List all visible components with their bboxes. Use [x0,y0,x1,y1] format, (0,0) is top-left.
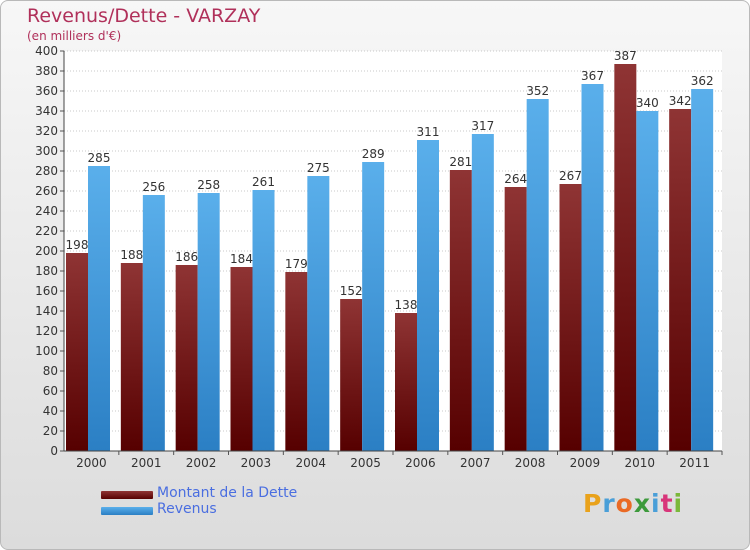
x-tick-label: 2011 [679,456,710,470]
revenus-bar [691,89,714,451]
y-tick-label: 320 [35,124,58,138]
revenus-bar-value-label: 258 [197,178,220,192]
legend-label-dette: Montant de la Dette [157,485,298,501]
dette-bar [449,170,472,451]
chart-subtitle: (en milliers d'€) [27,29,122,43]
dette-bar-value-label: 281 [449,155,472,169]
logo-letter: t [660,489,674,518]
dette-bar-value-label: 387 [614,49,637,63]
revenus-bar [581,84,604,451]
revenus-bar-value-label: 340 [636,96,659,110]
revenus-bar-value-label: 317 [471,119,494,133]
y-tick-label: 220 [35,224,58,238]
logo-letter: x [633,489,651,518]
y-tick-label: 240 [35,204,58,218]
dette-bar-value-label: 342 [669,94,692,108]
dette-bar-value-label: 267 [559,169,582,183]
revenus-bar-value-label: 256 [142,180,165,194]
y-tick-label: 180 [35,264,58,278]
dette-bar [285,272,308,451]
y-tick-label: 100 [35,344,58,358]
x-tick-label: 2000 [76,456,107,470]
y-tick-label: 0 [50,444,58,458]
proxiti-logo: Proxiti [583,489,683,518]
revenus-bar-value-label: 367 [581,69,604,83]
logo-letter: i [651,489,661,518]
logo-letter: o [615,489,634,518]
dette-bar [120,263,143,451]
plot-area [64,51,722,451]
dette-bar [559,184,582,451]
dette-bar [614,64,637,451]
dette-bar [175,265,198,451]
y-tick-label: 380 [35,64,58,78]
y-tick-label: 60 [43,384,58,398]
y-tick-label: 260 [35,184,58,198]
dette-bar-value-label: 264 [504,172,527,186]
dette-bar-value-label: 186 [175,250,198,264]
y-tick-label: 20 [43,424,58,438]
dette-bar [340,299,363,451]
revenus-bar [307,176,330,451]
dette-bar [66,253,88,451]
revenus-bar [526,99,549,451]
x-tick-label: 2008 [515,456,546,470]
dette-bar [669,109,692,451]
dette-bar [504,187,527,451]
dette-bar-value-label: 198 [66,238,89,252]
y-tick-label: 140 [35,304,58,318]
dette-bar-value-label: 138 [395,298,418,312]
revenus-bar-value-label: 285 [88,151,111,165]
y-tick-label: 340 [35,104,58,118]
y-tick-label: 400 [35,44,58,58]
revenus-bar [471,134,494,451]
revenus-bar-value-label: 289 [362,147,385,161]
y-tick-label: 200 [35,244,58,258]
y-tick-label: 300 [35,144,58,158]
legend-swatch-dette [101,491,153,499]
x-tick-label: 2010 [624,456,655,470]
legend-swatch-revenus [101,507,153,515]
revenus-bar [142,195,165,451]
dette-bar-value-label: 184 [230,252,253,266]
legend-label-revenus: Revenus [157,501,217,517]
revenus-bar [636,111,659,451]
x-tick-label: 2003 [241,456,272,470]
x-tick-label: 2001 [131,456,162,470]
revenus-bar-value-label: 311 [417,125,440,139]
revenus-bar [88,166,110,451]
dette-bar-value-label: 188 [120,248,143,262]
y-tick-label: 280 [35,164,58,178]
logo-letter: P [583,489,603,518]
revenus-bar [252,190,275,451]
x-tick-label: 2007 [460,456,491,470]
dette-bar [395,313,417,451]
chart-title: Revenus/Dette - VARZAY [27,5,261,27]
revenus-bar-value-label: 275 [307,161,330,175]
y-tick-label: 360 [35,84,58,98]
revenus-bar [362,162,385,451]
dette-bar-value-label: 152 [340,284,363,298]
revenus-bar [197,193,220,451]
y-tick-label: 40 [43,404,58,418]
revenus-bar-value-label: 261 [252,175,275,189]
revenus-bar-value-label: 362 [691,74,714,88]
logo-letter: r [602,489,616,518]
dette-bar-value-label: 179 [285,257,308,271]
x-tick-label: 2005 [350,456,381,470]
x-tick-label: 2009 [570,456,601,470]
revenus-bar [417,140,439,451]
x-tick-label: 2002 [186,456,217,470]
y-tick-label: 160 [35,284,58,298]
y-tick-label: 120 [35,324,58,338]
y-tick-label: 80 [43,364,58,378]
x-tick-label: 2004 [295,456,326,470]
dette-bar [230,267,253,451]
x-tick-label: 2006 [405,456,436,470]
logo-letter: i [673,489,684,518]
revenus-bar-value-label: 352 [526,84,549,98]
